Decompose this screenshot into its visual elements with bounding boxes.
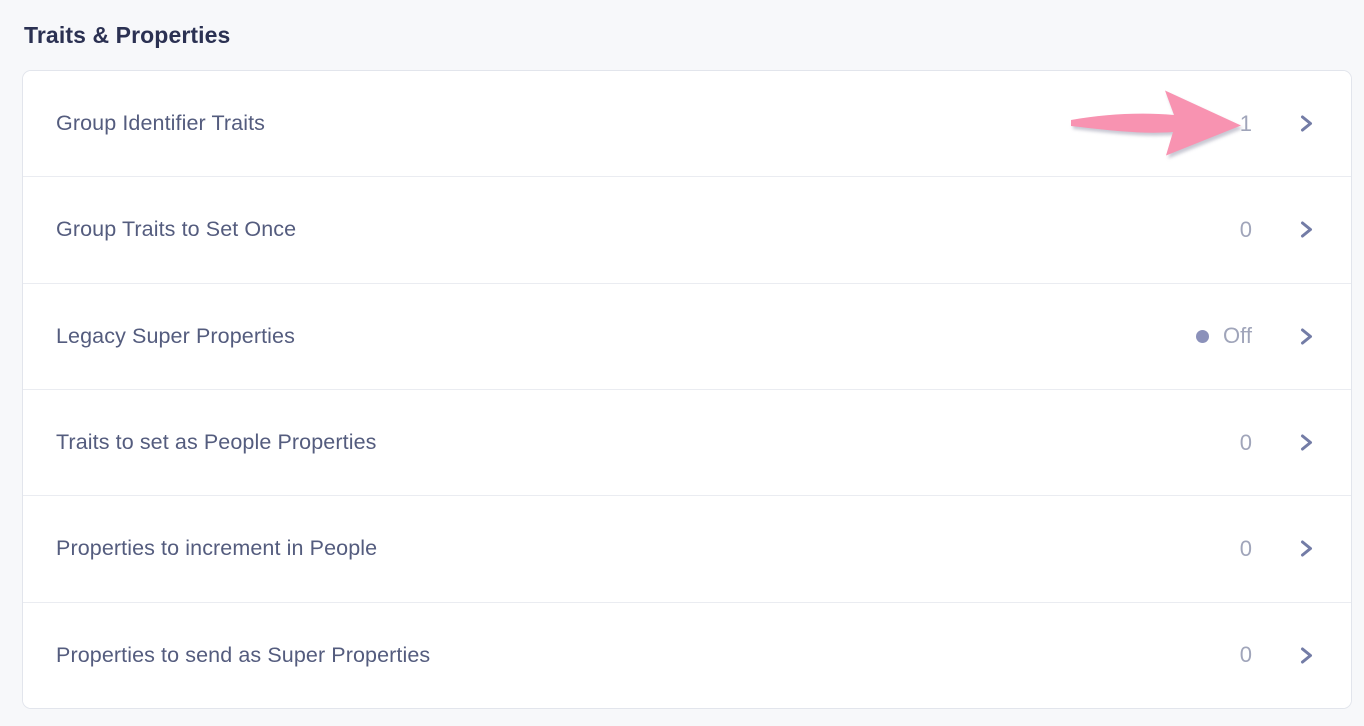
list-item-label: Legacy Super Properties bbox=[56, 323, 295, 348]
chevron-right-icon bbox=[1297, 220, 1315, 239]
list-item-value: 0 bbox=[1239, 642, 1252, 668]
list-item[interactable]: Group Identifier Traits 1 bbox=[23, 71, 1351, 178]
list-item[interactable]: Properties to increment in People 0 bbox=[23, 496, 1351, 603]
chevron-right-icon bbox=[1297, 539, 1315, 558]
chevron-right-icon bbox=[1297, 114, 1315, 133]
list-item-value-wrap: 0 bbox=[1240, 536, 1252, 562]
list-item-value: 1 bbox=[1239, 110, 1252, 136]
list-item-value-wrap: 1 bbox=[1240, 111, 1252, 137]
list-item-value: 0 bbox=[1239, 535, 1252, 561]
list-item[interactable]: Traits to set as People Properties 0 bbox=[23, 389, 1351, 497]
page-title: Traits & Properties bbox=[24, 22, 231, 48]
list-item-label: Traits to set as People Properties bbox=[56, 430, 377, 455]
chevron-right-icon bbox=[1297, 646, 1315, 665]
chevron-right-icon bbox=[1297, 327, 1315, 346]
list-item-value-wrap: 0 bbox=[1240, 430, 1252, 456]
list-item-value: 0 bbox=[1239, 429, 1252, 455]
list-item-value-wrap: 0 bbox=[1240, 642, 1252, 668]
list-item-label: Group Identifier Traits bbox=[56, 111, 266, 136]
list-item-value-wrap: Off bbox=[1196, 323, 1252, 349]
list-item-value: 0 bbox=[1239, 216, 1252, 242]
list-item-value-wrap: 0 bbox=[1240, 217, 1252, 243]
list-item[interactable]: Group Traits to Set Once 0 bbox=[23, 177, 1351, 284]
chevron-right-icon bbox=[1297, 433, 1315, 452]
list-item-label: Properties to increment in People bbox=[56, 536, 378, 561]
list-item[interactable]: Legacy Super Properties Off bbox=[23, 283, 1351, 390]
list-item-label: Group Traits to Set Once bbox=[56, 217, 297, 242]
list-item-value: Off bbox=[1223, 323, 1252, 349]
status-dot-icon bbox=[1196, 329, 1210, 343]
list-item-label: Properties to send as Super Properties bbox=[56, 642, 431, 667]
traits-properties-card: Group Identifier Traits 1 Group Traits t… bbox=[22, 70, 1352, 709]
list-item[interactable]: Properties to send as Super Properties 0 bbox=[23, 602, 1351, 708]
